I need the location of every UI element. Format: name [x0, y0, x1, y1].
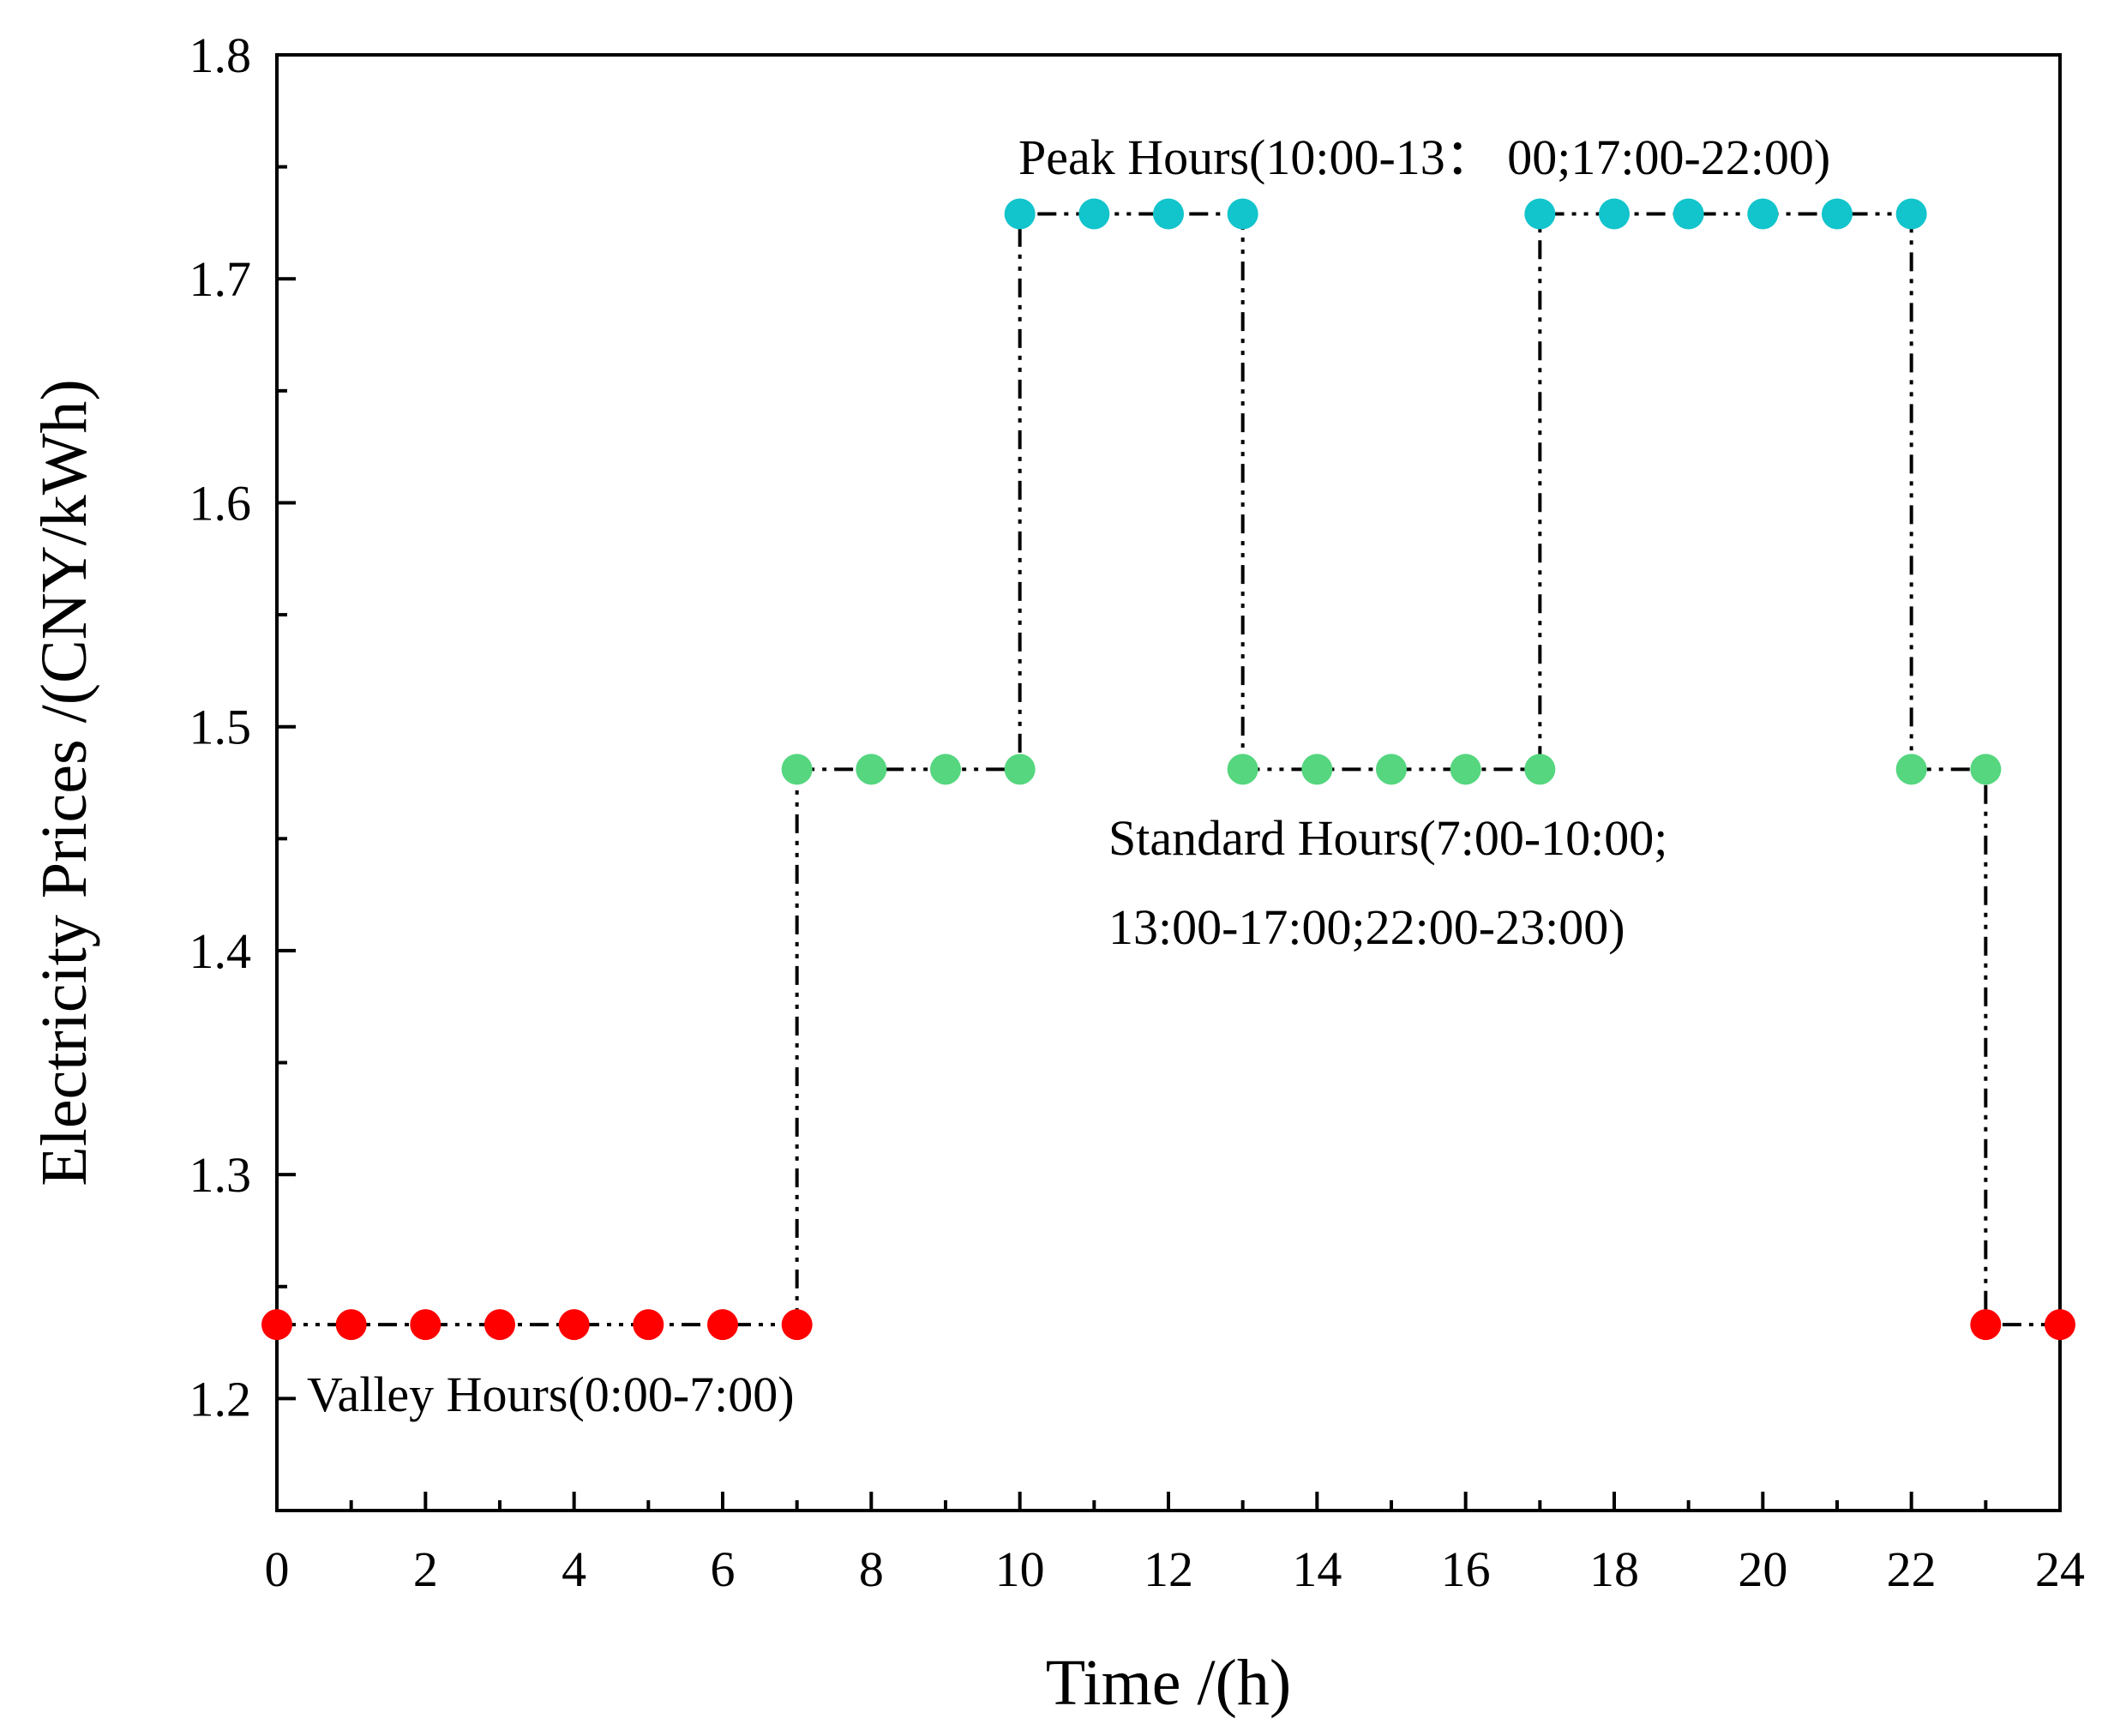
price-step-line: [277, 213, 2060, 1325]
standard-hours-label: Standard Hours(7:00-10:00;: [1108, 810, 1667, 866]
peak-point: [1822, 198, 1853, 229]
y-tick-label: 1.7: [189, 251, 252, 307]
valley-point: [261, 1309, 292, 1340]
standard-point: [1450, 754, 1481, 784]
standard-hours-label: 13:00-17:00;22:00-23:00): [1108, 899, 1625, 955]
peak-point: [1078, 198, 1109, 229]
valley-point: [559, 1309, 590, 1340]
x-axis-title: Time /(h): [1046, 1647, 1291, 1719]
valley-hours-label: Valley Hours(0:00-7:00): [307, 1367, 795, 1422]
annotations: Peak Hours(10:00-13： 00;17:00-22:00) Stan…: [307, 129, 1830, 1422]
standard-point: [782, 754, 813, 784]
peak-point: [1153, 198, 1184, 229]
valley-point: [2045, 1309, 2075, 1340]
standard-point: [1896, 754, 1927, 784]
x-tick-label: 12: [1144, 1541, 1193, 1597]
x-tick-label: 6: [711, 1541, 736, 1597]
plot-frame: [277, 55, 2060, 1511]
y-tick-label: 1.8: [189, 27, 252, 83]
standard-point: [1005, 754, 1036, 784]
x-tick-label: 8: [859, 1541, 884, 1597]
peak-point: [1524, 198, 1555, 229]
y-tick-label: 1.3: [189, 1147, 252, 1203]
price-series-line: [277, 213, 2060, 1325]
valley-point: [336, 1309, 367, 1340]
standard-point: [1970, 754, 2001, 784]
y-tick-label: 1.2: [189, 1371, 252, 1427]
peak-point: [1747, 198, 1778, 229]
standard-point: [1228, 754, 1258, 784]
x-tick-label: 2: [413, 1541, 438, 1597]
standard-point: [1376, 754, 1407, 784]
peak-point: [1228, 198, 1258, 229]
valley-point: [410, 1309, 441, 1340]
valley-point: [1970, 1309, 2001, 1340]
peak-point: [1896, 198, 1927, 229]
plot-border: [277, 55, 2060, 1511]
peak-point: [1673, 198, 1704, 229]
x-tick-label: 20: [1738, 1541, 1787, 1597]
x-tick-label: 4: [562, 1541, 586, 1597]
standard-point: [930, 754, 961, 784]
valley-point: [707, 1309, 738, 1340]
y-tick-label: 1.4: [189, 923, 252, 979]
valley-point: [782, 1309, 813, 1340]
x-tick-label: 22: [1887, 1541, 1937, 1597]
x-tick-label: 0: [265, 1541, 290, 1597]
x-tick-label: 10: [995, 1541, 1045, 1597]
price-points: [261, 198, 2075, 1340]
valley-point: [484, 1309, 515, 1340]
standard-point: [1301, 754, 1332, 784]
electricity-price-chart: 0 2 4 6 8 10 12 14 16 18 20 22 241.21.31.41.51.61.71…: [0, 0, 2114, 1736]
valley-point: [633, 1309, 664, 1340]
y-tick-label: 1.5: [189, 700, 252, 755]
y-tick-label: 1.6: [189, 475, 252, 531]
standard-point: [1524, 754, 1555, 784]
y-axis-title: Electricity Prices /(CNY/kWh): [28, 379, 100, 1186]
peak-point: [1005, 198, 1036, 229]
standard-point: [856, 754, 886, 784]
x-tick-label: 16: [1441, 1541, 1491, 1597]
peak-point: [1599, 198, 1630, 229]
x-tick-label: 14: [1292, 1541, 1342, 1597]
x-tick-label: 24: [2035, 1541, 2085, 1597]
x-tick-label: 18: [1589, 1541, 1639, 1597]
peak-hours-label: Peak Hours(10:00-13： 00;17:00-22:00): [1018, 129, 1830, 185]
